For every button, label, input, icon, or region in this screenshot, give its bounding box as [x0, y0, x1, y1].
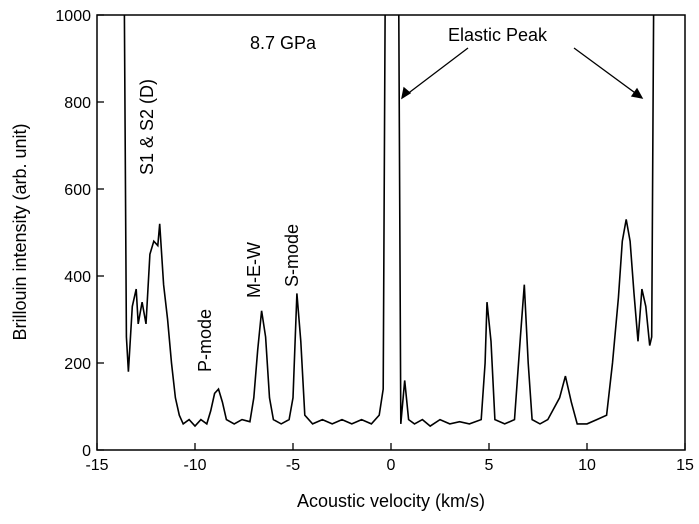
y-tick-label: 400 — [64, 269, 91, 286]
y-axis-title: Brillouin intensity (arb. unit) — [10, 123, 30, 340]
arrows — [401, 47, 644, 100]
x-tick-label: 15 — [676, 457, 694, 474]
annotation: M-E-W — [244, 242, 264, 298]
y-tick-label: 1000 — [55, 8, 91, 25]
x-axis-title: Acoustic velocity (km/s) — [297, 491, 485, 511]
y-tick-label: 800 — [64, 95, 91, 112]
y-tick-label: 600 — [64, 182, 91, 199]
x-tick-label: 0 — [387, 457, 396, 474]
x-tick-label: -10 — [183, 457, 206, 474]
x-tick-label: 5 — [485, 457, 494, 474]
annotation: P-mode — [195, 309, 215, 372]
y-tick-label: 200 — [64, 356, 91, 373]
annotation: S-mode — [282, 224, 302, 287]
spectrum-line — [123, 15, 655, 428]
y-tick-label: 0 — [82, 443, 91, 460]
x-tick-label: 10 — [578, 457, 596, 474]
x-tick-label: -15 — [85, 457, 108, 474]
annotation: 8.7 GPa — [250, 33, 317, 53]
annotation: Elastic Peak — [448, 25, 548, 45]
x-tick-label: -5 — [286, 457, 300, 474]
plot-frame — [96, 14, 686, 451]
annotation: S1 & S2 (D) — [137, 79, 157, 175]
